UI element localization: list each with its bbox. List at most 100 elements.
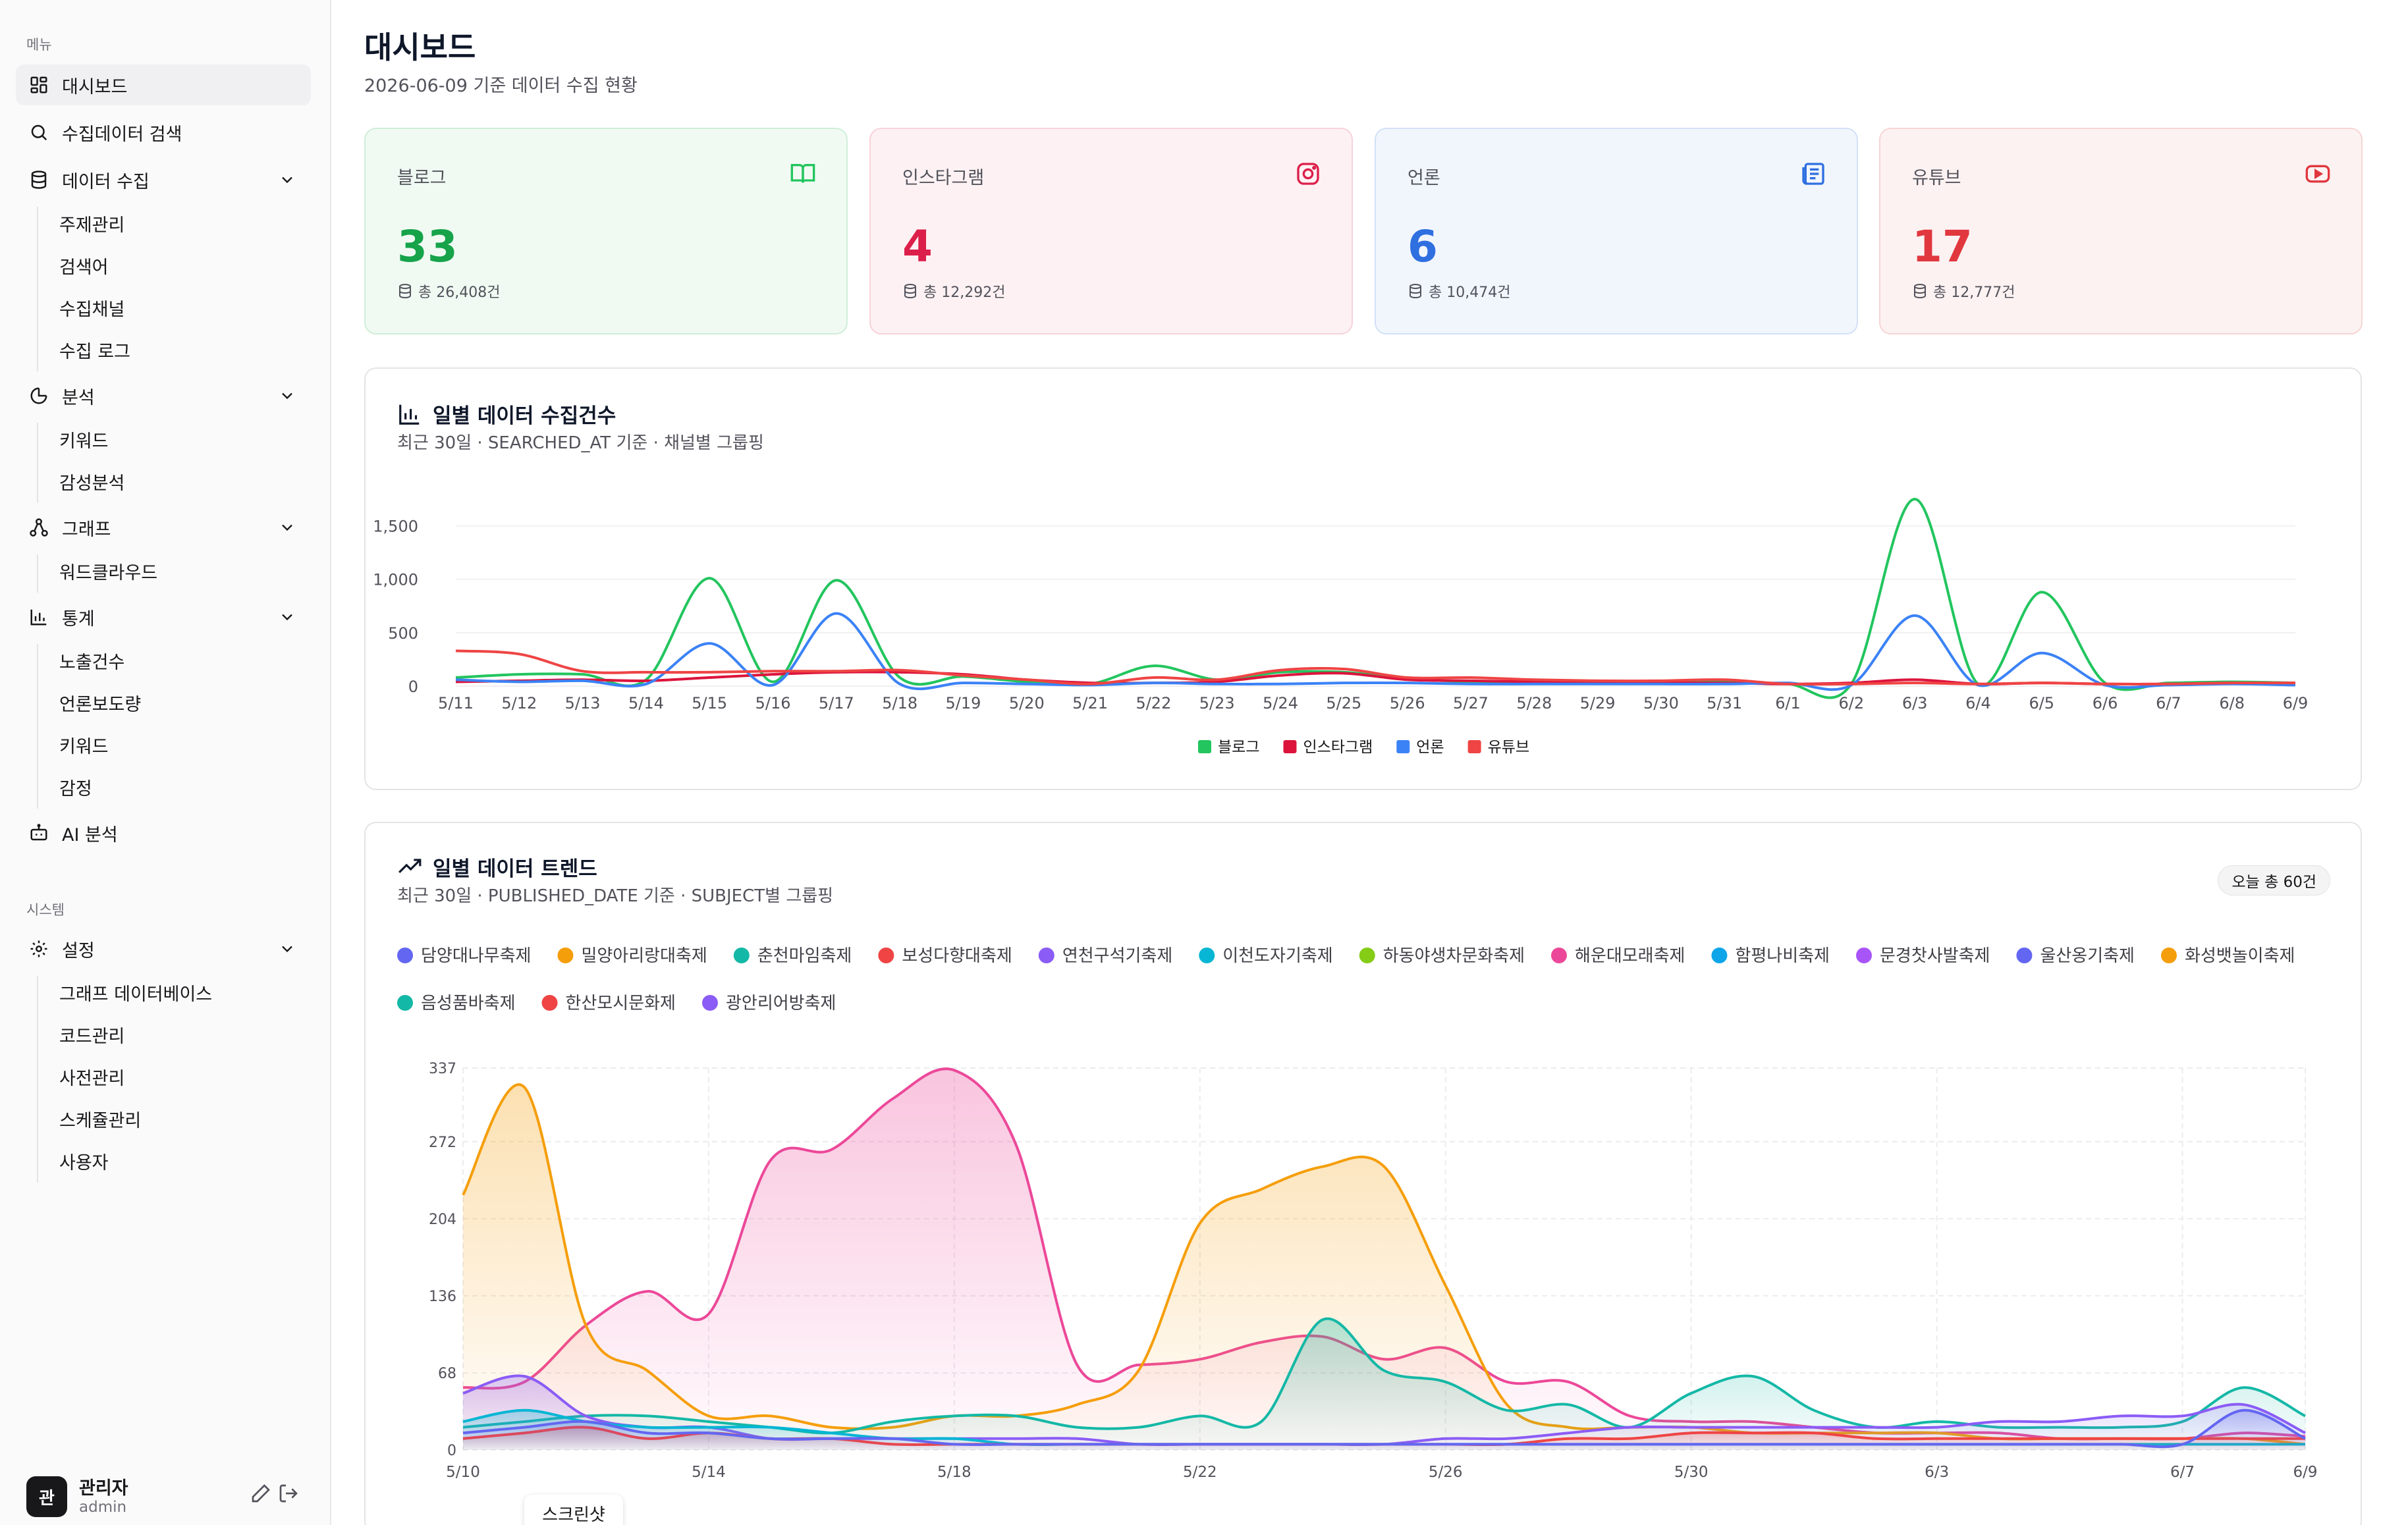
x-tick-label: 6/6 [2093,694,2118,712]
sidebar-item-ai[interactable]: AI 분석 [16,813,311,853]
x-tick-label: 6/2 [1839,694,1865,712]
kpi-card-blog: 블로그 33 총 26,408건 [364,128,848,334]
system-section-label: 시스템 [26,902,65,918]
chevron-down-icon [282,946,292,953]
logout-icon[interactable] [278,1483,299,1504]
legend-label: 블로그 [1218,739,1259,756]
collect-submenu: 주제관리 검색어 수집채널 수집 로그 [37,207,130,371]
sidebar-subitem-press[interactable]: 언론보도량 [59,695,142,715]
series-area [463,1069,2305,1450]
x-tick-label: 5/22 [1136,694,1171,712]
x-tick-label: 5/28 [1516,694,1552,712]
kpi-value: 33 [397,221,458,272]
sidebar-item-stats[interactable]: 통계 [16,597,311,637]
x-tick-label: 5/13 [565,694,601,712]
sidebar-item-analysis[interactable]: 분석 [16,375,311,416]
sidebar-subitem-subjects[interactable]: 주제관리 [59,215,125,236]
sidebar-subitem-graph-db[interactable]: 그래프 데이터베이스 [59,984,213,1005]
x-tick-label: 5/30 [1674,1464,1709,1481]
search-icon [28,121,50,144]
sidebar-subitem-dictionary[interactable]: 사전관리 [59,1069,125,1089]
series-line [455,649,2296,686]
series-line [462,1408,2306,1449]
legend-dot [397,948,413,963]
x-tick-label: 5/10 [446,1464,480,1481]
x-tick-label: 6/9 [2283,694,2309,712]
daily-count-chart: 0 500 1,000 1,500 5/11 5/12 5/13 5/14 5/15 5/16 5/… [373,497,2309,756]
x-tick-label: 5/14 [628,694,664,712]
x-tick-label: 5/11 [438,694,474,712]
y-tick-label: 1,000 [373,571,418,589]
database-icon [399,284,411,299]
sidebar-subitem-exposure[interactable]: 노출건수 [59,653,125,673]
sidebar-subitem-schedule[interactable]: 스케쥴관리 [59,1111,142,1131]
legend-label: 함평나비축제 [1735,946,1830,966]
y-tick-label: 0 [447,1443,456,1459]
legend-dot [733,948,750,963]
legend-swatch [1283,740,1297,753]
sidebar-subitem-channels[interactable]: 수집채널 [59,300,125,320]
x-tick-label: 5/21 [1072,694,1108,712]
sidebar: 메뉴 대시보드 수집데이터 검색 데이터 수집 주제관리 검색어 수집채널 수집… [0,0,331,1525]
sidebar-subitem-logs[interactable]: 수집 로그 [59,342,130,362]
kpi-total: 총 10,474건 [1408,281,1510,302]
sidebar-item-search[interactable]: 수집데이터 검색 [16,112,311,153]
kpi-value: 4 [902,221,933,272]
sidebar-item-graph[interactable]: 그래프 [16,507,311,548]
screenshot-tooltip: 스크린샷 [524,1495,623,1525]
x-tick-label: 5/14 [692,1464,726,1481]
sidebar-subitem-codes[interactable]: 코드관리 [59,1027,125,1047]
legend-dot [2016,948,2033,963]
today-total-badge: 오늘 총 60건 [2218,865,2330,896]
sidebar-subitem-users[interactable]: 사용자 [59,1153,109,1173]
daily-trend-subtitle: 최근 30일 · PUBLISHED_DATE 기준 · SUBJECT별 그룹… [397,886,834,906]
database-icon [904,284,916,299]
sidebar-item-label: 수집데이터 검색 [62,124,182,145]
legend-label: 유튜브 [1488,739,1529,756]
graph-submenu: 워드클라우드 [37,554,157,593]
sidebar-subitem-keyword[interactable]: 키워드 [59,431,109,452]
legend-dot [1711,948,1728,963]
sidebar-item-dashboard[interactable]: 대시보드 [16,65,311,105]
x-tick-label: 5/24 [1263,694,1298,712]
x-tick-label: 6/7 [2170,1464,2195,1481]
kpi-value: 17 [1912,221,1973,272]
daily-count-subtitle: 최근 30일 · SEARCHED_AT 기준 · 채널별 그룹핑 [397,433,764,453]
x-tick-label: 5/15 [692,694,727,712]
legend-label: 화성뱃놀이축제 [2185,946,2295,966]
x-tick-label: 5/29 [1580,694,1616,712]
y-tick-label: 1,500 [373,518,418,536]
sidebar-subitem-stat-keyword[interactable]: 키워드 [59,737,109,757]
x-tick-label: 5/19 [946,694,981,712]
chevron-down-icon [282,614,292,621]
legend-dot [1199,948,1215,963]
youtube-icon [2305,165,2330,183]
sidebar-item-settings[interactable]: 설정 [16,928,311,969]
menu-section-label: 메뉴 [26,37,52,53]
legend-label: 보성다향대축제 [902,946,1012,966]
kpi-card-press: 언론 6 총 10,474건 [1375,128,1858,334]
x-tick-label: 6/7 [2156,694,2181,712]
edit-icon[interactable] [250,1483,271,1504]
kpi-card-instagram: 인스타그램 4 총 12,292건 [869,128,1353,334]
sidebar-subitem-emotion[interactable]: 감정 [59,779,92,799]
instagram-icon [1297,163,1319,185]
chevron-down-icon [282,524,292,531]
legend-swatch [1396,740,1410,753]
chevron-down-icon [282,176,292,184]
y-tick-label: 204 [429,1212,456,1228]
sidebar-item-collect[interactable]: 데이터 수집 [16,159,311,200]
sidebar-subitem-keywords[interactable]: 검색어 [59,257,109,278]
x-tick-label: 5/27 [1453,694,1489,712]
legend-dot [557,948,574,963]
x-tick-label: 6/1 [1775,694,1801,712]
sidebar-subitem-wordcloud[interactable]: 워드클라우드 [59,563,158,583]
layout-grid-icon [28,74,50,96]
y-tick-label: 500 [388,624,418,643]
daily-trend-title: 일별 데이터 트렌드 [397,852,597,882]
book-open-icon [790,164,815,183]
daily-trend-chart: 담양대나무축제 밀양아리랑대축제 춘천마임축제 보성다향대축제 연천구석기축제 이천도자기… [397,946,2318,1481]
legend-label: 하동야생차문화축제 [1383,946,1525,966]
sidebar-subitem-sentiment[interactable]: 감성분석 [59,473,125,494]
daily-count-title: 일별 데이터 수집건수 [397,399,616,429]
